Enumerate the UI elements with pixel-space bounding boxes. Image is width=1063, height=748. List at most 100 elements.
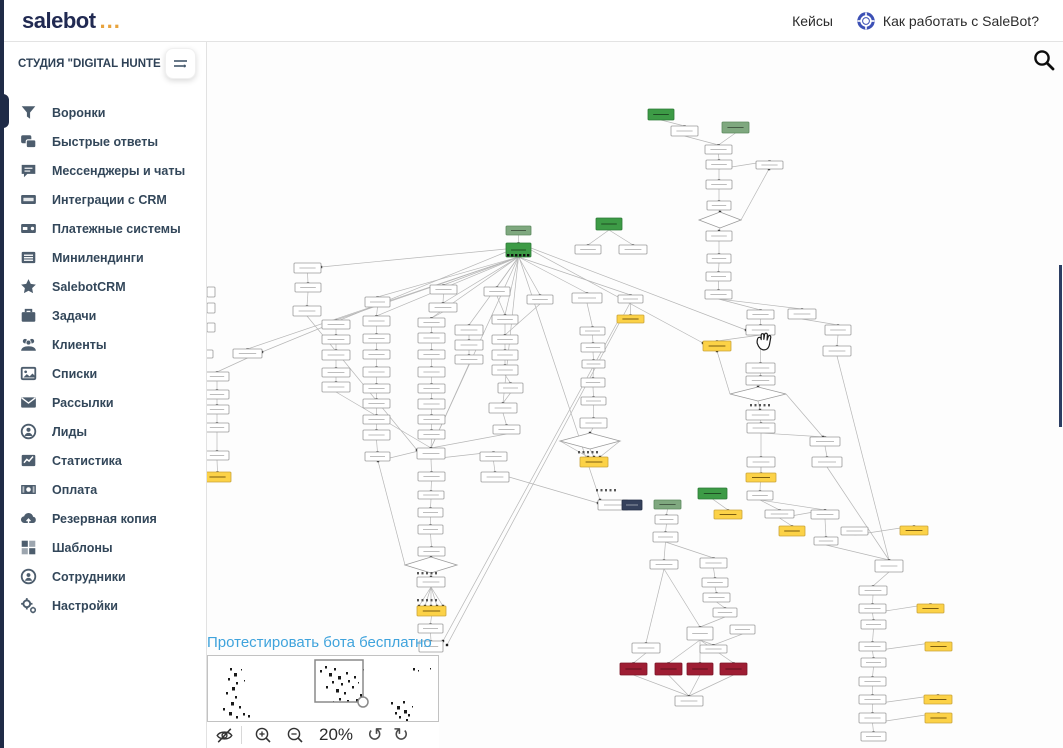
sidebar-item-quick-replies[interactable]: Быстрые ответы: [0, 127, 206, 156]
payment-icon: [21, 484, 36, 495]
sidebar-item-star[interactable]: SalebotCRM: [0, 272, 206, 301]
sidebar-item-messengers[interactable]: Мессенджеры и чаты: [0, 156, 206, 185]
sidebar-item-settings[interactable]: Настройки: [0, 591, 206, 620]
canvas-scrollbar[interactable]: [1059, 265, 1062, 427]
sidebar-item-label: SalebotCRM: [52, 279, 126, 294]
sidebar-item-label: Настройки: [52, 598, 118, 613]
zoom-in-button[interactable]: [246, 726, 280, 745]
flow-node[interactable]: [686, 662, 714, 676]
funnel-icon: [21, 106, 36, 119]
flow-node[interactable]: [719, 662, 748, 676]
search-icon: [1034, 50, 1055, 71]
sidebar-item-label: Резервная копия: [52, 511, 157, 526]
sidebar-item-label: Платежные системы: [52, 221, 181, 236]
templates-icon: [21, 540, 36, 555]
salebot-logo[interactable]: salebot...: [22, 8, 121, 33]
redo-button[interactable]: ↻: [388, 724, 414, 747]
sidebar-item-label: Быстрые ответы: [52, 134, 159, 149]
hand-cursor-icon: [753, 332, 775, 354]
flow-node[interactable]: [621, 499, 643, 511]
sidebar-item-tasks[interactable]: Задачи: [0, 301, 206, 330]
crm-icon: [21, 194, 36, 205]
sidebar-menu: Воронки Быстрые ответы Мессенджеры и чаты И…: [0, 98, 206, 620]
lists-icon: [20, 366, 37, 381]
leads-icon: [20, 423, 37, 440]
star-icon: [21, 279, 36, 294]
lifebuoy-icon: [857, 12, 875, 30]
sidebar-item-label: Оплата: [52, 482, 98, 497]
flow-node[interactable]: [505, 225, 532, 236]
hide-minimap-button[interactable]: [207, 726, 241, 745]
sidebar-item-leads[interactable]: Лиды: [0, 417, 206, 446]
flow-node[interactable]: [654, 662, 683, 676]
search-button[interactable]: [1032, 48, 1056, 72]
undo-icon: ↺: [367, 724, 383, 746]
payments-icon: [21, 223, 36, 234]
canvas-toolbar: 20% ↺ ↻: [207, 722, 439, 748]
sidebar-item-minilanding[interactable]: Минилендинги: [0, 243, 206, 272]
decision-diamond[interactable]: [558, 432, 622, 450]
zoom-in-icon: [255, 727, 271, 743]
sidebar-item-stats[interactable]: Статистика: [0, 446, 206, 475]
sidebar-item-label: Рассылки: [52, 395, 114, 410]
flow-node[interactable]: [619, 662, 648, 676]
sidebar-item-label: Задачи: [52, 308, 97, 323]
sidebar-item-crm[interactable]: Интеграции с CRM: [0, 185, 206, 214]
toolbar-divider: [241, 726, 242, 744]
quick-replies-icon: [21, 135, 37, 149]
sidebar-edge-strip: [0, 0, 4, 748]
sidebar-item-backup[interactable]: Резервная копия: [0, 504, 206, 533]
zoom-level: 20%: [318, 725, 354, 744]
sidebar-item-label: Воронки: [52, 105, 106, 120]
decision-diamond[interactable]: [403, 556, 459, 574]
sidebar-item-label: Интеграции с CRM: [52, 192, 167, 207]
stats-icon: [21, 454, 36, 467]
tasks-icon: [21, 308, 36, 322]
sidebar-item-templates[interactable]: Шаблоны: [0, 533, 206, 562]
sidebar-item-lists[interactable]: Списки: [0, 359, 206, 388]
cases-link[interactable]: Кейсы: [792, 13, 833, 29]
staff-icon: [20, 568, 37, 585]
sidebar-item-funnel[interactable]: Воронки: [0, 98, 206, 127]
minimap-handle[interactable]: [357, 696, 369, 708]
decision-diamond[interactable]: [697, 211, 743, 229]
flow-node[interactable]: [721, 121, 750, 134]
sidebar-item-label: Клиенты: [52, 337, 107, 352]
test-bot-link[interactable]: Протестировать бота бесплатно: [207, 634, 432, 651]
sidebar-item-label: Статистика: [52, 453, 122, 468]
redo-icon: ↻: [393, 724, 409, 746]
studio-menu-button[interactable]: [165, 48, 196, 79]
flow-node[interactable]: [206, 322, 216, 333]
sidebar-item-mailing[interactable]: Рассылки: [0, 388, 206, 417]
zoom-out-icon: [287, 727, 303, 743]
zoom-out-button[interactable]: [280, 726, 310, 745]
sidebar-item-payment[interactable]: Оплата: [0, 475, 206, 504]
sidebar-item-label: Шаблоны: [52, 540, 113, 555]
minilanding-icon: [21, 251, 36, 264]
undo-button[interactable]: ↺: [362, 724, 388, 747]
sidebar-item-label: Лиды: [52, 424, 88, 439]
sidebar-item-label: Сотрудники: [52, 569, 126, 584]
clients-icon: [21, 338, 36, 351]
logo-dots-icon: ...: [99, 8, 121, 33]
tune-icon: [174, 60, 187, 68]
messengers-icon: [21, 164, 36, 178]
sidebar-item-staff[interactable]: Сотрудники: [0, 562, 206, 591]
backup-icon: [20, 512, 36, 524]
studio-name[interactable]: СТУДИЯ "DIGITAL HUNTE: [18, 58, 161, 70]
sidebar-item-payments[interactable]: Платежные системы: [0, 214, 206, 243]
sidebar-item-clients[interactable]: Клиенты: [0, 330, 206, 359]
flow-node[interactable]: [206, 302, 216, 314]
help-link[interactable]: Как работать с SaleBot?: [857, 12, 1039, 30]
flow-node[interactable]: [206, 286, 216, 298]
mailing-icon: [21, 397, 36, 408]
minimap-viewport[interactable]: [314, 659, 364, 703]
decision-diamond[interactable]: [729, 386, 787, 402]
eye-off-icon: [215, 727, 233, 743]
sidebar-item-label: Мессенджеры и чаты: [52, 163, 186, 178]
flow-node[interactable]: [653, 499, 682, 510]
sidebar: СТУДИЯ "DIGITAL HUNTE Воронки Быстрые отв…: [0, 42, 207, 748]
minimap[interactable]: [207, 655, 442, 722]
